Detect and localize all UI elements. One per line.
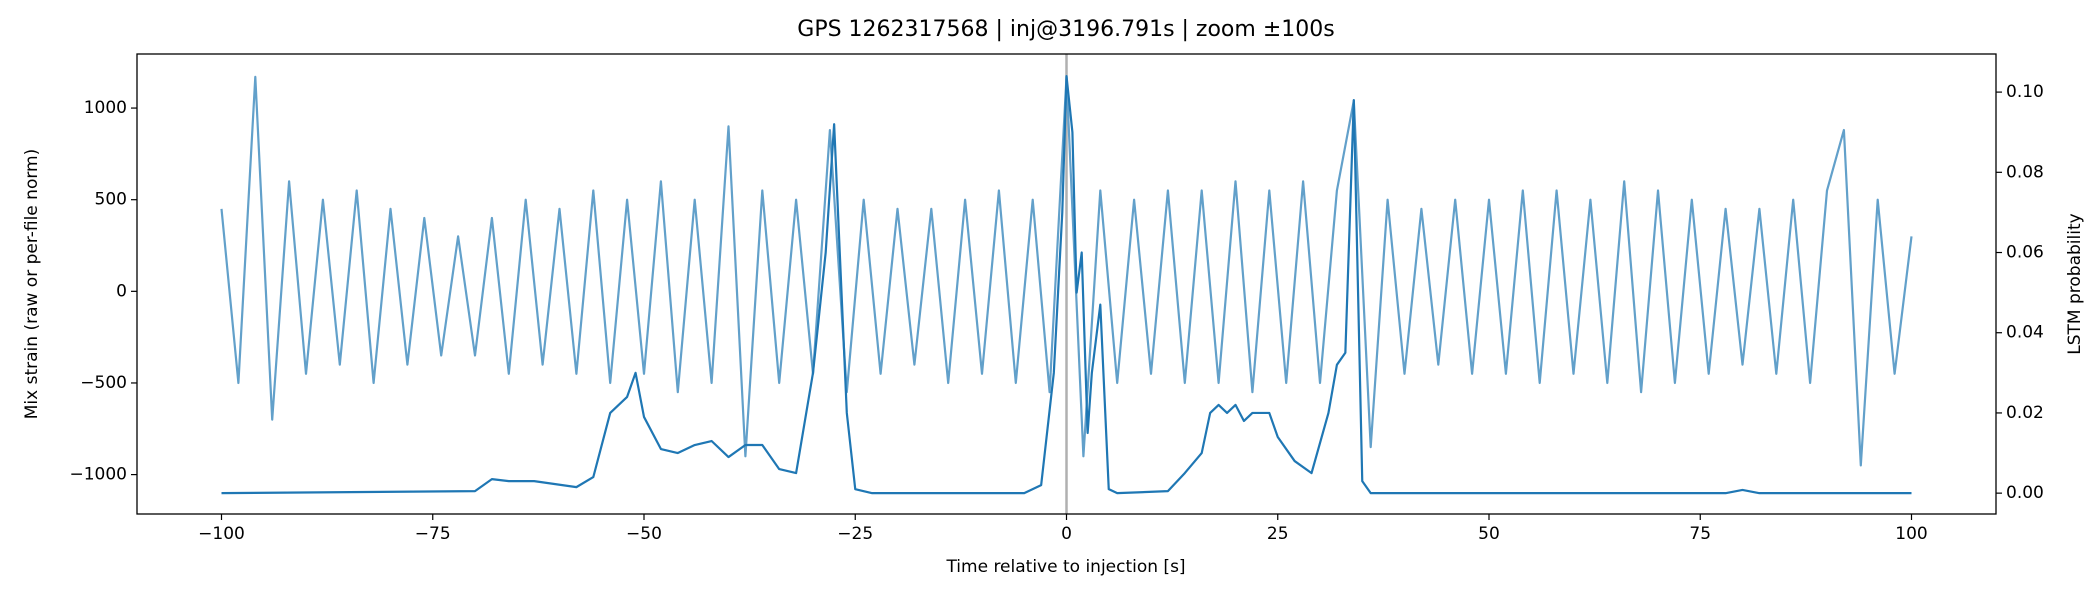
x-tick-label: 25 xyxy=(1267,524,1289,544)
y-tick-label: 500 xyxy=(95,190,127,210)
x-tick-label: −50 xyxy=(626,524,662,544)
y2-tick-label: 0.08 xyxy=(2006,162,2044,182)
x-tick-label: 75 xyxy=(1689,524,1711,544)
y-tick-label: −1000 xyxy=(69,465,127,485)
y2-tick-label: 0.02 xyxy=(2006,403,2044,423)
chart-title: GPS 1262317568 | inj@3196.791s | zoom ±1… xyxy=(797,17,1334,42)
x-tick-label: 100 xyxy=(1895,524,1927,544)
x-tick-label: −75 xyxy=(415,524,451,544)
y2-tick-label: 0.06 xyxy=(2006,243,2044,263)
y-tick-label: 1000 xyxy=(84,98,127,118)
y2-tick-label: 0.04 xyxy=(2006,323,2044,343)
x-tick-label: −100 xyxy=(198,524,245,544)
y-tick-label: −500 xyxy=(80,373,127,393)
y-axis-label: Mix strain (raw or per-file norm) xyxy=(22,149,42,419)
x-tick-label: −25 xyxy=(837,524,873,544)
y2-tick-label: 0.10 xyxy=(2006,82,2044,102)
y2-axis-label: LSTM probability xyxy=(2065,213,2085,354)
x-axis-label: Time relative to injection [s] xyxy=(945,557,1185,577)
y2-tick-label: 0.00 xyxy=(2006,483,2044,503)
x-tick-label: 0 xyxy=(1061,524,1072,544)
x-tick-label: 50 xyxy=(1478,524,1500,544)
y-tick-label: 0 xyxy=(116,281,127,301)
data-line xyxy=(221,74,1912,495)
